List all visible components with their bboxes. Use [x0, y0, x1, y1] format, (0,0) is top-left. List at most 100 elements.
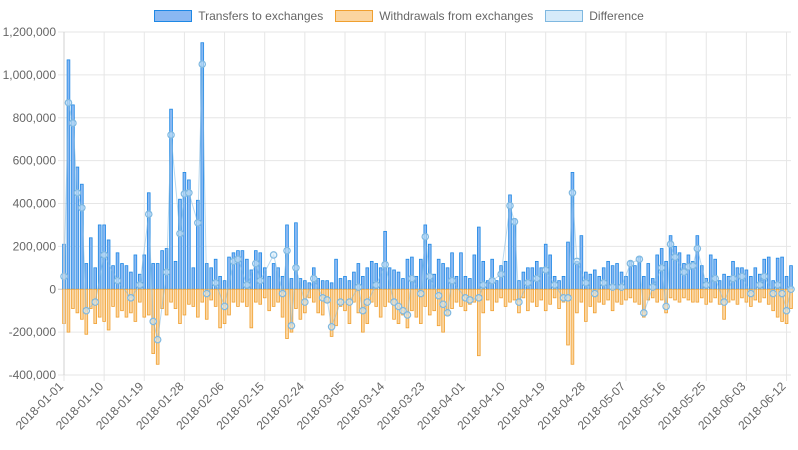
difference-point[interactable]: [220, 302, 229, 311]
withdrawals-bar[interactable]: [378, 288, 383, 318]
difference-point[interactable]: [689, 261, 697, 270]
withdrawals-bar[interactable]: [271, 288, 276, 307]
withdrawals-bar[interactable]: [570, 288, 575, 365]
transfers-bar[interactable]: [405, 258, 410, 290]
withdrawals-bar[interactable]: [316, 288, 321, 314]
difference-point[interactable]: [497, 270, 505, 279]
withdrawals-bar[interactable]: [120, 288, 124, 312]
transfers-bar[interactable]: [615, 263, 619, 290]
withdrawals-bar[interactable]: [213, 288, 218, 307]
difference-point[interactable]: [301, 298, 309, 306]
difference-point[interactable]: [394, 302, 403, 311]
withdrawals-bar[interactable]: [552, 288, 557, 299]
withdrawals-bar[interactable]: [713, 288, 717, 299]
withdrawals-bar[interactable]: [298, 288, 303, 320]
transfers-bar[interactable]: [222, 280, 227, 290]
difference-point[interactable]: [421, 232, 430, 241]
difference-point[interactable]: [292, 264, 300, 272]
difference-point[interactable]: [568, 188, 577, 197]
difference-point[interactable]: [425, 272, 434, 281]
withdrawals-bar[interactable]: [485, 288, 490, 301]
difference-point[interactable]: [608, 283, 617, 291]
withdrawals-bar[interactable]: [508, 288, 512, 303]
transfers-bar[interactable]: [436, 258, 441, 290]
transfers-bar[interactable]: [343, 275, 347, 290]
difference-point[interactable]: [234, 255, 242, 264]
transfers-bar[interactable]: [129, 271, 133, 290]
difference-point[interactable]: [532, 274, 541, 283]
transfers-bar[interactable]: [664, 260, 668, 290]
withdrawals-bar[interactable]: [526, 288, 530, 312]
transfers-bar[interactable]: [334, 258, 338, 290]
withdrawals-bar[interactable]: [548, 288, 552, 305]
withdrawals-bar[interactable]: [601, 288, 606, 305]
difference-point[interactable]: [251, 259, 260, 268]
transfers-bar[interactable]: [463, 275, 468, 290]
difference-point[interactable]: [69, 119, 77, 127]
withdrawals-bar[interactable]: [762, 288, 767, 299]
legend-item-withdrawals[interactable]: Withdrawals from exchanges: [335, 9, 533, 23]
withdrawals-bar[interactable]: [231, 288, 236, 303]
withdrawals-bar[interactable]: [691, 288, 695, 303]
difference-point[interactable]: [747, 289, 755, 298]
difference-point[interactable]: [100, 251, 108, 259]
withdrawals-bar[interactable]: [530, 288, 535, 303]
difference-point[interactable]: [243, 281, 251, 289]
withdrawals-bar[interactable]: [642, 288, 646, 318]
transfers-bar[interactable]: [472, 254, 477, 290]
withdrawals-bar[interactable]: [758, 288, 762, 303]
withdrawals-bar[interactable]: [80, 288, 84, 320]
difference-point[interactable]: [515, 298, 523, 306]
transfers-bar[interactable]: [325, 280, 329, 290]
withdrawals-bar[interactable]: [780, 288, 784, 322]
withdrawals-bar[interactable]: [432, 288, 436, 312]
transfers-bar[interactable]: [655, 254, 659, 290]
transfers-bar[interactable]: [695, 235, 700, 290]
transfers-bar[interactable]: [392, 269, 396, 290]
withdrawals-bar[interactable]: [329, 288, 334, 337]
transfers-bar[interactable]: [441, 263, 445, 290]
withdrawals-bar[interactable]: [735, 288, 740, 305]
withdrawals-bar[interactable]: [427, 288, 432, 316]
withdrawals-bar[interactable]: [695, 288, 700, 303]
transfers-bar[interactable]: [155, 263, 160, 290]
difference-point[interactable]: [755, 281, 764, 289]
withdrawals-bar[interactable]: [655, 288, 659, 303]
withdrawals-bar[interactable]: [365, 288, 370, 324]
transfers-bar[interactable]: [329, 282, 334, 290]
difference-point[interactable]: [309, 274, 318, 283]
difference-point[interactable]: [381, 260, 389, 269]
difference-point[interactable]: [550, 281, 559, 289]
difference-point[interactable]: [162, 268, 171, 276]
transfers-bar[interactable]: [347, 280, 352, 290]
difference-point[interactable]: [666, 240, 675, 249]
withdrawals-bar[interactable]: [111, 288, 115, 307]
difference-point[interactable]: [82, 306, 91, 315]
withdrawals-bar[interactable]: [588, 288, 593, 307]
withdrawals-bar[interactable]: [615, 288, 619, 303]
withdrawals-bar[interactable]: [102, 288, 106, 322]
difference-point[interactable]: [113, 276, 122, 285]
withdrawals-bar[interactable]: [673, 288, 677, 301]
difference-point[interactable]: [336, 298, 345, 306]
withdrawals-bar[interactable]: [71, 288, 75, 309]
difference-point[interactable]: [671, 253, 679, 261]
withdrawals-bar[interactable]: [575, 288, 579, 314]
withdrawals-bar[interactable]: [227, 288, 231, 316]
withdrawals-bar[interactable]: [182, 288, 187, 316]
withdrawals-bar[interactable]: [610, 288, 615, 312]
transfers-bar[interactable]: [124, 265, 129, 290]
difference-point[interactable]: [524, 279, 532, 287]
transfers-bar[interactable]: [477, 226, 481, 290]
difference-point[interactable]: [78, 203, 86, 212]
transfers-bar[interactable]: [521, 271, 526, 290]
difference-point[interactable]: [782, 306, 791, 315]
difference-point[interactable]: [443, 309, 452, 317]
transfers-bar[interactable]: [191, 267, 196, 290]
difference-point[interactable]: [64, 98, 73, 107]
difference-point[interactable]: [617, 283, 626, 291]
withdrawals-bar[interactable]: [311, 288, 316, 303]
withdrawals-bar[interactable]: [374, 288, 378, 307]
difference-point[interactable]: [211, 279, 220, 287]
withdrawals-bar[interactable]: [592, 288, 597, 314]
